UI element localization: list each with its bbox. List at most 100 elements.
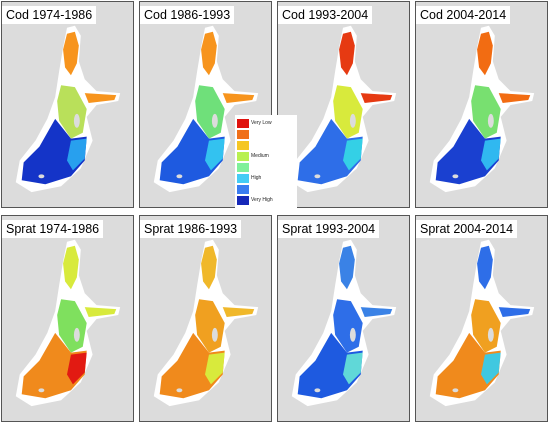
panel-title: Sprat 1986-1993 [140,220,242,238]
accent-region [205,138,225,171]
bothnian-region [339,31,355,76]
bothnian-region [63,245,79,290]
bornholm-island [38,174,45,179]
panel-title: Sprat 1993-2004 [278,220,380,238]
gulf-of-finland-region [84,93,117,104]
bothnian-region [477,31,493,76]
map-panel-cod-1974-1986: Cod 1974-1986 [1,1,134,208]
bornholm-island [38,388,45,393]
gulf-of-finland-region [360,93,393,104]
gulf-of-finland-region [360,307,393,318]
accent-region [67,352,87,385]
panel-title: Cod 2004-2014 [416,6,511,24]
legend-swatch [237,163,249,172]
baltic-map [429,25,535,193]
bothnian-region [477,245,493,290]
legend-swatch [237,119,249,128]
central-basin-region [471,85,501,139]
accent-region [481,138,501,171]
gotland-island [73,113,80,128]
accent-region [343,352,363,385]
gulf-of-finland-region [498,93,531,104]
accent-region [205,352,225,385]
legend-swatch [237,174,249,183]
accent-region [481,352,501,385]
baltic-map [291,25,397,193]
southern-basin-region [435,118,501,185]
southern-basin-region [159,332,225,399]
central-basin-region [195,85,225,139]
legend-swatch [237,185,249,194]
gulf-of-finland-region [84,307,117,318]
panel-title: Sprat 2004-2014 [416,220,518,238]
bornholm-island [314,174,321,179]
bothnian-region [201,245,217,290]
legend-item [235,163,297,172]
legend-item [235,141,297,150]
bornholm-island [452,388,459,393]
bothnian-region [201,31,217,76]
legend-label: Very Low [251,120,272,126]
baltic-map [153,25,259,193]
gulf-of-finland-region [222,93,255,104]
legend-label: Medium [251,153,269,159]
baltic-map [429,239,535,407]
map-panel-sprat-2004-2014: Sprat 2004-2014 [415,215,548,422]
bothnian-region [63,31,79,76]
baltic-map [291,239,397,407]
legend-label: High [251,175,262,181]
southern-basin-region [297,332,363,399]
gulf-of-finland-region [498,307,531,318]
gotland-island [73,327,80,342]
legend-swatch [237,130,249,139]
panel-title: Cod 1993-2004 [278,6,373,24]
bornholm-island [452,174,459,179]
central-basin-region [471,299,501,353]
central-basin-region [57,299,87,353]
legend-item: High [235,174,297,183]
bothnian-region [339,245,355,290]
bornholm-island [176,388,183,393]
gotland-island [487,327,494,342]
gotland-island [487,113,494,128]
map-panel-cod-1993-2004: Cod 1993-2004 [277,1,410,208]
southern-basin-region [435,332,501,399]
map-panel-sprat-1993-2004: Sprat 1993-2004 [277,215,410,422]
legend-swatch [237,152,249,161]
map-panel-cod-1986-1993: Cod 1986-1993 [139,1,272,208]
southern-basin-region [159,118,225,185]
central-basin-region [333,85,363,139]
accent-region [67,138,87,171]
map-panel-sprat-1974-1986: Sprat 1974-1986 [1,215,134,422]
bornholm-island [176,174,183,179]
southern-basin-region [21,118,87,185]
central-basin-region [57,85,87,139]
panel-title: Cod 1986-1993 [140,6,235,24]
map-panel-cod-2004-2014: Cod 2004-2014 [415,1,548,208]
southern-basin-region [21,332,87,399]
panel-title: Sprat 1974-1986 [2,220,104,238]
baltic-map [153,239,259,407]
legend-item [235,185,297,194]
central-basin-region [195,299,225,353]
central-basin-region [333,299,363,353]
legend-item [235,130,297,139]
map-panel-sprat-1986-1993: Sprat 1986-1993 [139,215,272,422]
gotland-island [211,327,218,342]
legend-label: Very High [251,197,273,203]
color-legend: Very Low Medium High Very High [235,115,297,211]
gulf-of-finland-region [222,307,255,318]
gotland-island [349,327,356,342]
panel-title: Cod 1974-1986 [2,6,97,24]
legend-swatch [237,196,249,205]
southern-basin-region [297,118,363,185]
legend-item: Very Low [235,119,297,128]
legend-item: Very High [235,196,297,205]
legend-swatch [237,141,249,150]
accent-region [343,138,363,171]
baltic-map [15,25,121,193]
gotland-island [211,113,218,128]
bornholm-island [314,388,321,393]
baltic-map [15,239,121,407]
